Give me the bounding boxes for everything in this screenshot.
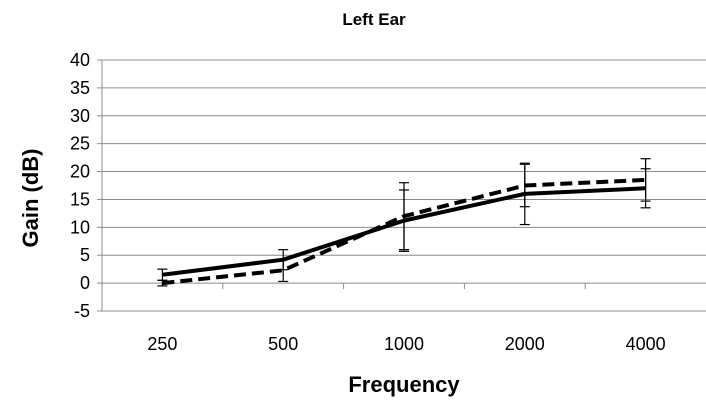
y-axis-title: Gain (dB) [18,149,43,248]
y-tick-labels: -5 0 5 10 15 20 25 30 35 40 [70,50,90,321]
x-tick-label: 250 [147,334,177,354]
x-axis-title: Frequency [348,372,460,397]
y-tick-label: 35 [70,78,90,98]
y-tick-label: -5 [74,301,90,321]
chart-title: Left Ear [342,10,406,29]
y-tick-label: 15 [70,189,90,209]
y-tick-label: 10 [70,217,90,237]
y-tick-label: 20 [70,162,90,182]
axes [97,59,706,312]
x-tick-label: 500 [268,334,298,354]
series-group [157,158,651,287]
x-tick-label: 2000 [505,334,545,354]
x-tick-label: 1000 [384,334,424,354]
y-tick-label: 5 [80,245,90,265]
x-tick-labels: 250 500 1000 2000 4000 [147,334,665,354]
y-tick-label: 0 [80,273,90,293]
y-tick-label: 40 [70,50,90,70]
gridlines [102,59,706,312]
x-tick-label: 4000 [626,334,666,354]
y-tick-label: 25 [70,134,90,154]
y-tick-label: 30 [70,106,90,126]
